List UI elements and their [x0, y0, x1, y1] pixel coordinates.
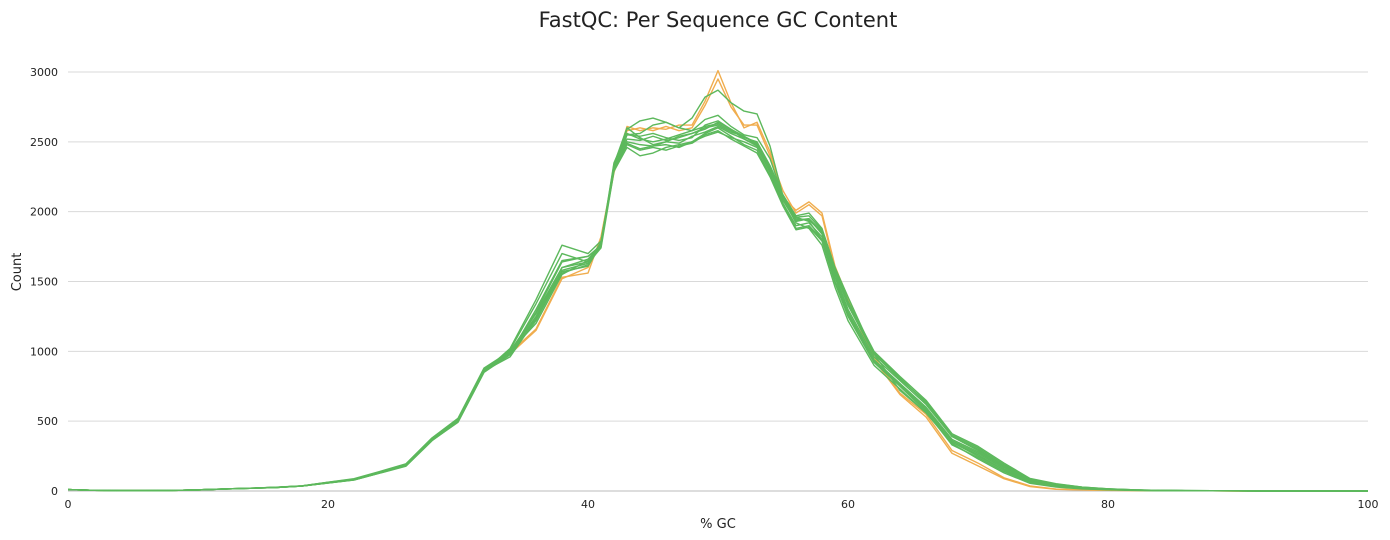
x-tick-label: 100: [1358, 498, 1379, 511]
series-line-4: [67, 114, 1368, 492]
series-line-3: [67, 89, 1368, 492]
y-tick-label: 1500: [30, 276, 58, 289]
x-tick-label: 60: [841, 498, 855, 511]
x-tick-label: 80: [1101, 498, 1115, 511]
x-tick-label: 20: [321, 498, 335, 511]
series-line-9: [67, 120, 1368, 492]
y-tick-label: 2500: [30, 136, 58, 149]
series-line-6: [67, 125, 1368, 492]
series-lines: [67, 69, 1368, 492]
x-tick-label: 0: [65, 498, 72, 511]
x-axis-ticks: 0 20 40 60 80 100: [65, 498, 1379, 511]
series-line-12: [67, 129, 1368, 492]
series-line-2: [67, 78, 1368, 492]
y-axis-label: Count: [10, 253, 25, 292]
series-line-1: [67, 69, 1368, 492]
chart-title: FastQC: Per Sequence GC Content: [539, 8, 898, 32]
y-tick-label: 0: [51, 485, 58, 498]
y-tick-label: 500: [37, 415, 58, 428]
y-tick-label: 1000: [30, 345, 58, 358]
series-line-7: [67, 124, 1368, 492]
series-line-5: [67, 121, 1368, 492]
grid-lines: [68, 71, 1368, 492]
y-tick-label: 2000: [30, 206, 58, 219]
y-axis-ticks: 0 500 1000 1500 2000 2500 3000: [30, 66, 58, 498]
series-line-8: [67, 131, 1368, 492]
series-line-10: [67, 127, 1368, 492]
series-line-11: [67, 122, 1368, 492]
y-tick-label: 3000: [30, 66, 58, 79]
x-axis-label: % GC: [700, 517, 736, 532]
x-tick-label: 40: [581, 498, 595, 511]
